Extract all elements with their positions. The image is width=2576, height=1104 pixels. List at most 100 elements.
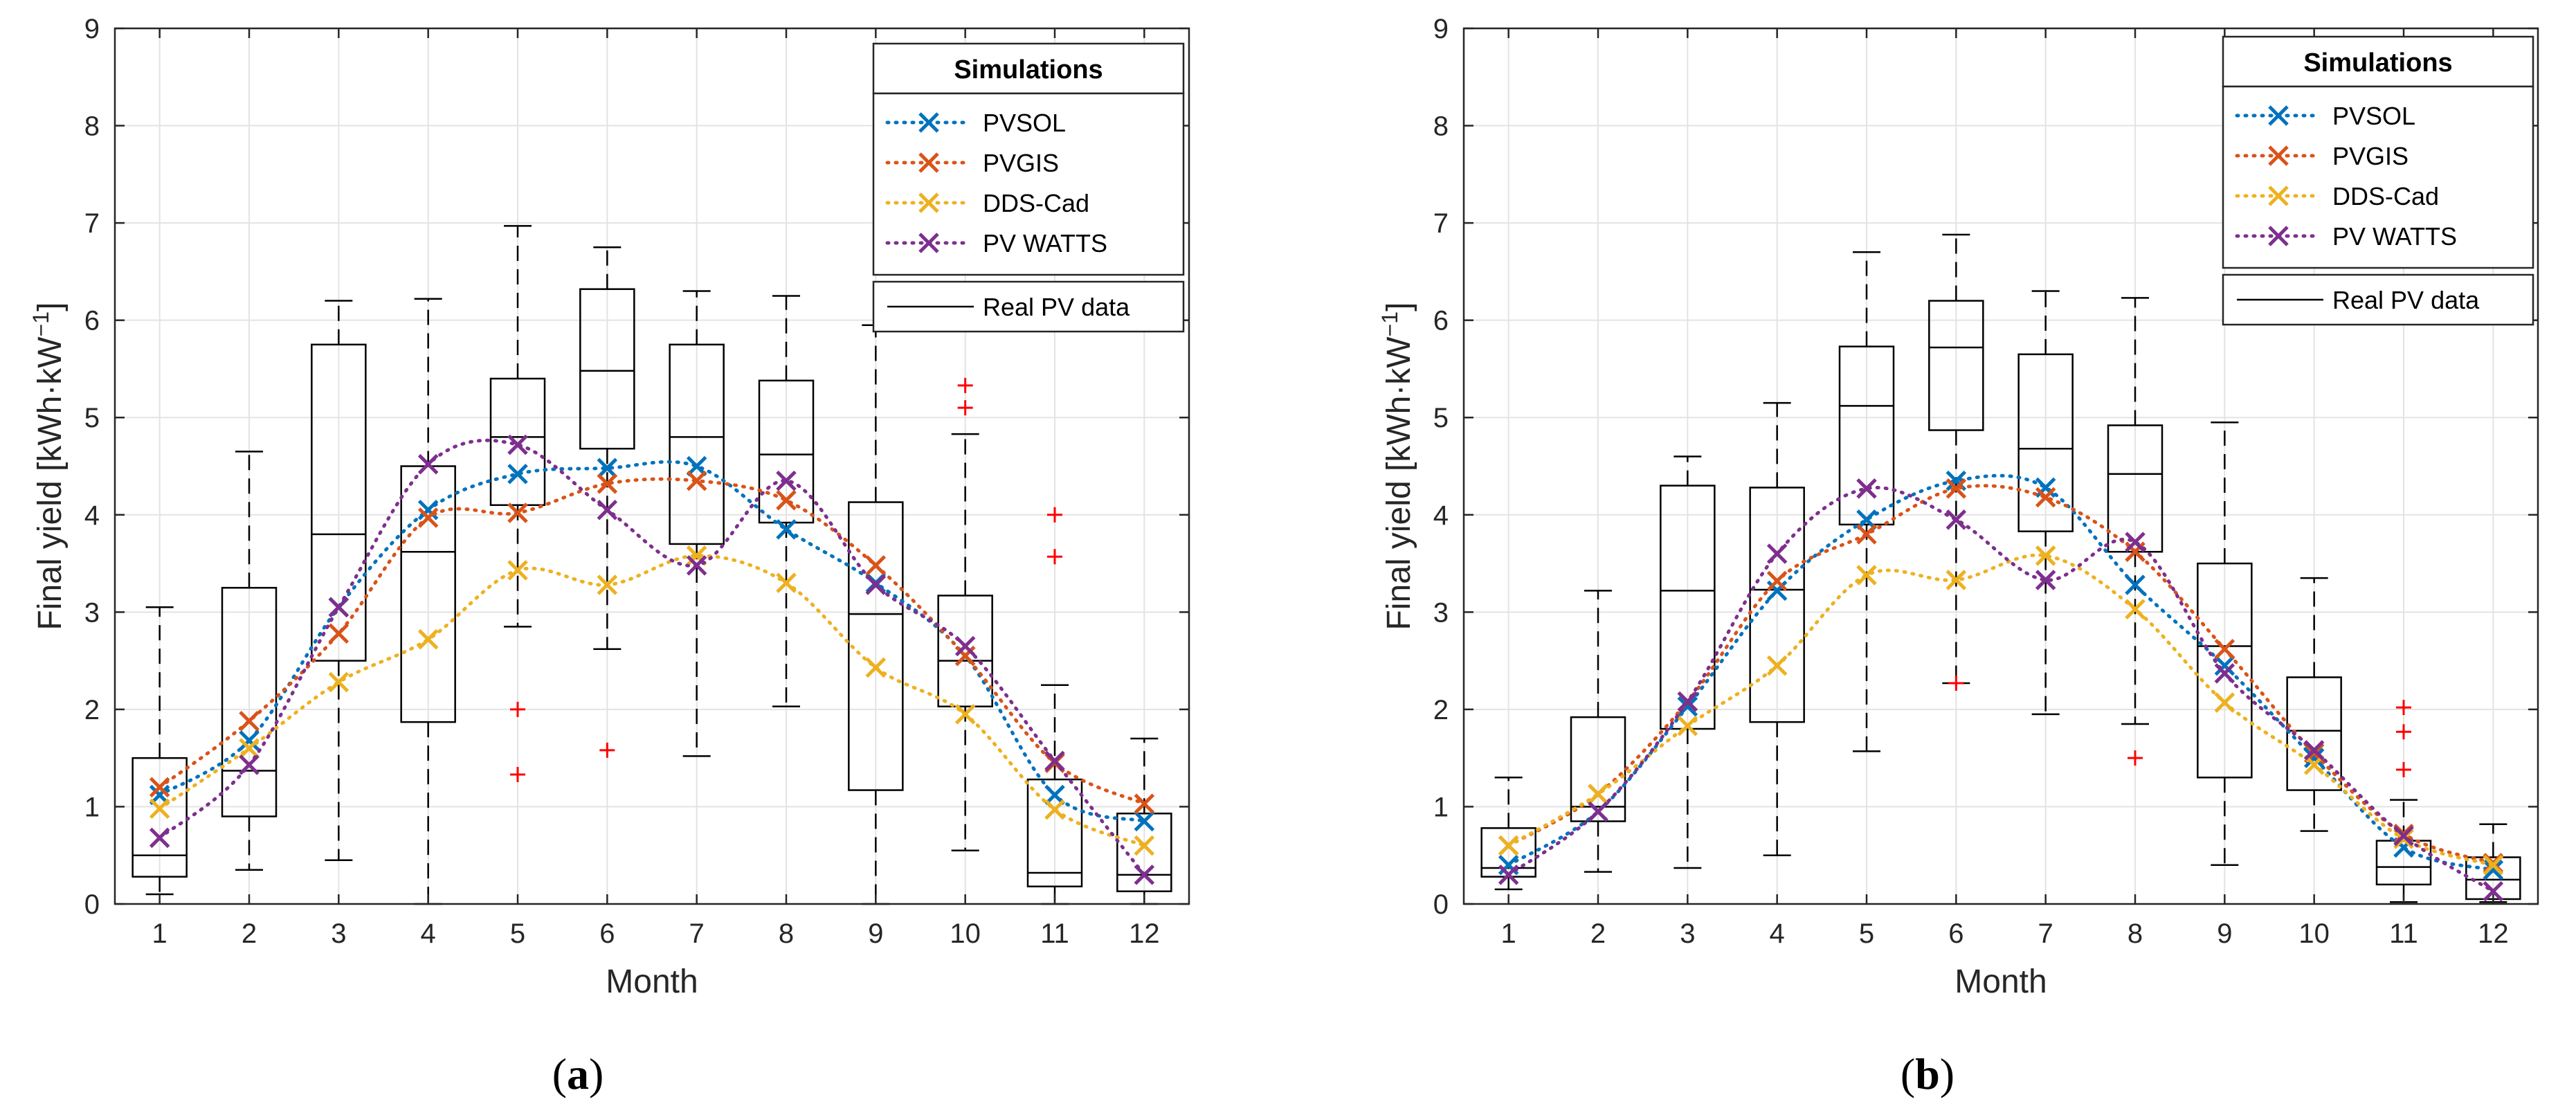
y-tick-label: 3 [1433,597,1449,628]
series-point [507,463,528,485]
x-tick-label: 2 [1590,919,1606,949]
series-point [1134,835,1155,856]
series-point [1134,793,1155,814]
legend-marker [918,192,939,213]
x-tick-label: 3 [331,919,346,949]
series-point [2303,748,2325,768]
legend-title: Simulations [2303,48,2452,78]
x-tick-label: 1 [152,919,167,949]
series-point [686,470,707,491]
x-tick-label: 6 [1948,919,1963,949]
series-point [507,503,528,523]
panel-label: (a) [552,1049,604,1098]
y-tick-label: 5 [84,403,100,433]
series-point [597,574,618,595]
legend-title-box [872,42,1185,95]
outlier-marker [957,400,973,416]
series-point [1766,655,1788,676]
series-point [1856,524,1877,545]
series-point [2125,599,2146,619]
y-axis-label-main: Final yield [kWh·kW [32,336,69,631]
panel-label: (b) [1901,1049,1954,1098]
x-axis-label: Month [606,963,698,1000]
legend-entry-pv-watts: PV WATTS [885,229,1107,257]
box-iqr [579,288,635,450]
series-point [1498,835,1519,856]
series-point [1134,811,1155,832]
series-point [776,572,797,593]
x-tick-label: 8 [2128,919,2143,949]
series-pvsol [149,455,1155,832]
box-iqr [937,595,993,707]
series-point [2214,638,2235,660]
box-iqr [1660,485,1716,730]
x-tick-label: 2 [242,919,257,949]
x-tick-label: 4 [1770,919,1785,949]
series-point [597,499,618,521]
outlier-marker [2396,700,2411,716]
series-point [149,827,170,849]
series-point [597,473,618,494]
legend-label: PVGIS [2332,142,2409,170]
series-point [417,453,439,475]
box-month-2 [221,451,278,871]
legend-entry-dds-cad: DDS-Cad [2235,182,2439,210]
box-month-6 [1928,233,1984,691]
series-point [2393,825,2414,847]
series-point [1044,750,1065,772]
box-month-11 [2375,700,2432,903]
series-point [1677,716,1698,736]
series-point [776,489,797,511]
legend-marker [2268,226,2289,246]
box-iqr [489,377,546,506]
y-tick-label: 5 [1433,403,1449,433]
box-month-3 [1660,455,1716,869]
series-point [239,754,260,775]
outlier-marker [1948,675,1964,691]
series-point [865,555,887,576]
x-tick-label: 8 [779,919,794,949]
box-iqr [1838,345,1895,526]
axes-frame [1462,27,2539,905]
legend-real-label: Real PV data [983,293,1130,321]
legend-marker [918,152,939,173]
series-point [954,635,976,657]
series-point [776,519,797,540]
series-point [1856,509,1877,530]
series-point [2483,855,2504,876]
legend-label: PV WATTS [2332,222,2457,251]
series-point [865,657,887,678]
y-tick-label: 0 [84,889,100,920]
legend-entry-pvsol: PVSOL [885,109,1066,137]
series-point [1945,509,1967,530]
box-month-10 [2286,577,2342,832]
series-point [1044,799,1065,820]
outlier-marker [957,377,973,393]
y-axis-label-main: Final yield [kWh·kW [1381,336,1417,631]
panel-label-letter: a [567,1049,589,1098]
y-tick-label: 4 [1433,500,1449,531]
box-iqr [848,501,904,791]
x-axis-label: Month [1954,963,2047,1000]
series-point [1856,478,1877,499]
y-tick-label: 0 [1433,889,1449,920]
box-iqr [2017,353,2074,532]
series-dds-cad [1498,545,2504,876]
series-point [2214,663,2235,684]
legend-marker [2268,105,2289,126]
series-point [328,623,350,644]
outlier-marker [2396,762,2411,778]
series-point [1945,570,1967,590]
series-point [1766,570,1788,592]
x-tick-label: 6 [599,919,615,949]
box-month-3 [311,300,367,861]
y-axis-label-sup: −1 [28,311,53,336]
series-line [158,438,1146,877]
series-pv-watts [1498,478,2504,902]
panel-label-close: ) [589,1049,604,1098]
legend-label: DDS-Cad [983,189,1089,217]
series-point [1677,691,1698,712]
series-point [1945,478,1967,499]
box-iqr [1116,813,1172,892]
